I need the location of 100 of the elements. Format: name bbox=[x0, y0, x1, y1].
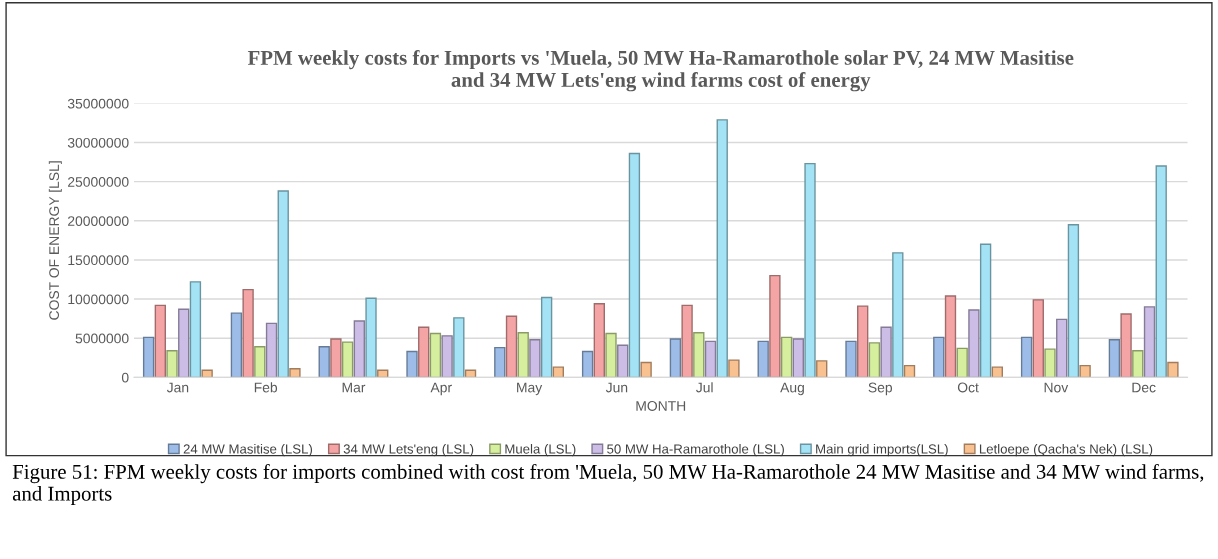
bar bbox=[1143, 306, 1156, 378]
bar bbox=[681, 304, 693, 378]
bar bbox=[640, 361, 652, 378]
bar bbox=[628, 152, 641, 378]
bar bbox=[903, 364, 916, 378]
chart-title: FPM weekly costs for Imports vs 'Muela, 50 MW Ha-Ramarothole solar PV, 24 MW Masitise and 34 MW Lets'eng wind farms cost of energy bbox=[247, 49, 1074, 92]
y-tick-label: 20000000 bbox=[68, 216, 129, 226]
bar bbox=[318, 346, 330, 378]
y-tick-label: 30000000 bbox=[67, 137, 129, 148]
bar bbox=[617, 344, 629, 378]
bar bbox=[605, 332, 617, 378]
bar bbox=[1032, 299, 1044, 378]
bar bbox=[142, 336, 155, 378]
y-tick-label: 5000000 bbox=[75, 333, 129, 344]
bar bbox=[230, 312, 243, 378]
y-tick-label: 35000000 bbox=[67, 98, 129, 109]
bar bbox=[991, 366, 1003, 378]
bar bbox=[1132, 350, 1144, 378]
x-tick-label: Jun bbox=[605, 382, 628, 393]
x-tick-label: Feb bbox=[254, 382, 278, 393]
caption: Figure 51: FPM weekly costs for imports combined with cost from 'Muela, 50 MW Ha-Ramarothole 24 MW Masitise and 34 MW wind farms, and Imports bbox=[12, 463, 1204, 505]
bar bbox=[816, 360, 828, 378]
x-axis-title: MONTH bbox=[636, 401, 686, 411]
bar bbox=[1067, 224, 1080, 378]
bar bbox=[277, 190, 289, 378]
bar bbox=[1079, 364, 1091, 378]
legend-label: Muela (LSL) bbox=[505, 443, 576, 457]
bar bbox=[780, 336, 793, 378]
x-tick-label: Mar bbox=[342, 382, 366, 393]
bar bbox=[552, 366, 565, 378]
bar bbox=[365, 297, 377, 378]
bar bbox=[669, 338, 682, 378]
bar bbox=[1044, 348, 1056, 378]
bar bbox=[845, 340, 857, 378]
bar bbox=[494, 346, 506, 378]
bar bbox=[716, 119, 728, 378]
y-tick-label: 15000000 bbox=[68, 255, 129, 266]
bar bbox=[979, 243, 992, 378]
bar bbox=[289, 368, 301, 378]
bar bbox=[418, 326, 430, 378]
bar bbox=[189, 281, 202, 378]
bar bbox=[1167, 361, 1179, 378]
bar bbox=[1020, 336, 1033, 378]
bar bbox=[441, 335, 453, 378]
bar bbox=[728, 359, 740, 378]
x-tick-label: Dec bbox=[1132, 382, 1156, 393]
bar bbox=[892, 252, 904, 378]
bar bbox=[464, 369, 477, 378]
x-tick-label: Apr bbox=[430, 382, 452, 396]
bar bbox=[242, 288, 254, 378]
x-tick-label: Jan bbox=[166, 382, 189, 393]
legend-label: 50 MW Ha-Ramarothole (LSL) bbox=[607, 443, 784, 457]
y-tick-label: 25000000 bbox=[68, 177, 129, 187]
bar bbox=[330, 338, 342, 378]
bar bbox=[769, 274, 781, 378]
bar bbox=[178, 308, 190, 378]
x-tick-label: Nov bbox=[1044, 382, 1069, 393]
bar bbox=[704, 340, 717, 378]
bar bbox=[429, 332, 442, 378]
bar bbox=[1108, 339, 1121, 378]
x-tick-label: Oct bbox=[957, 382, 979, 393]
bar bbox=[968, 309, 980, 378]
bar bbox=[804, 162, 816, 378]
bar bbox=[757, 340, 769, 378]
bar bbox=[593, 303, 605, 378]
bar bbox=[581, 350, 594, 378]
y-tick-label: 10000000 bbox=[68, 294, 129, 305]
bar bbox=[505, 315, 518, 378]
bar bbox=[166, 350, 178, 378]
bar bbox=[517, 332, 529, 378]
bar bbox=[154, 304, 166, 378]
y-tick-label: 0 bbox=[121, 372, 129, 383]
bar bbox=[944, 295, 957, 378]
bar bbox=[792, 338, 804, 378]
bar bbox=[693, 332, 705, 378]
bar bbox=[933, 336, 945, 378]
bar bbox=[540, 296, 553, 378]
bar bbox=[377, 369, 389, 378]
bar bbox=[1056, 318, 1068, 378]
bar bbox=[353, 320, 365, 378]
y-axis-title: COST OF ENERGY [LSL] bbox=[48, 161, 62, 320]
bar bbox=[201, 369, 213, 378]
legend-label: 34 MW Lets'eng (LSL) bbox=[343, 443, 474, 457]
bar bbox=[406, 350, 418, 378]
bar bbox=[453, 317, 465, 378]
legend-label: 24 MW Masitise (LSL) bbox=[183, 443, 312, 457]
x-tick-label: Sep bbox=[868, 382, 893, 396]
bar bbox=[1120, 313, 1132, 378]
bar bbox=[265, 322, 278, 378]
x-tick-label: May bbox=[517, 382, 543, 396]
bar bbox=[857, 305, 869, 378]
bar bbox=[341, 341, 354, 378]
bar bbox=[880, 326, 892, 378]
bar bbox=[956, 347, 968, 378]
x-tick-label: Aug bbox=[780, 382, 804, 396]
bar bbox=[529, 339, 541, 378]
bar bbox=[254, 346, 266, 378]
x-tick-label: Jul bbox=[696, 382, 713, 393]
bar bbox=[1155, 165, 1167, 378]
bar bbox=[868, 342, 881, 378]
